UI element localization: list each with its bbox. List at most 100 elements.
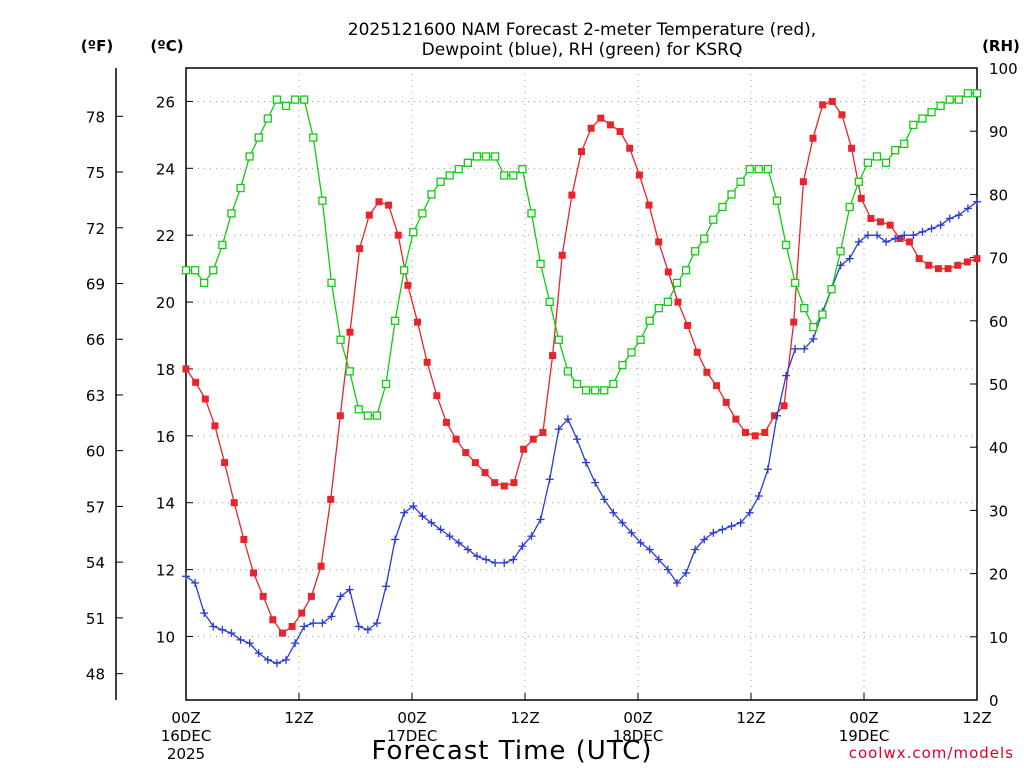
celsius-tick-label: 20	[156, 294, 175, 312]
series-point	[713, 382, 721, 390]
series-point	[828, 97, 836, 105]
series-point	[954, 95, 963, 104]
series-point	[600, 495, 609, 504]
series-point	[672, 578, 681, 587]
series-point	[963, 258, 971, 266]
series-point	[536, 259, 545, 269]
series-point	[182, 365, 190, 373]
series-point	[886, 221, 894, 229]
gridlines	[186, 68, 977, 700]
series-point	[452, 435, 460, 443]
series-point	[664, 268, 672, 276]
series-point	[945, 95, 954, 104]
series-point	[309, 619, 318, 628]
series-point	[491, 558, 500, 567]
rh-tick-label: 20	[989, 566, 1008, 584]
series-point	[307, 592, 315, 600]
series-point	[925, 261, 933, 269]
series-point	[909, 231, 918, 240]
series-point	[363, 625, 372, 634]
series-point	[732, 415, 740, 423]
series-point	[709, 215, 718, 224]
series-point	[209, 266, 218, 275]
series-point	[254, 649, 263, 658]
series-point	[454, 164, 463, 174]
series-point	[867, 214, 875, 222]
series-1	[182, 197, 981, 668]
series-point	[973, 255, 981, 263]
series-point	[254, 133, 263, 142]
series-point	[827, 285, 836, 294]
series-point	[672, 278, 682, 288]
series-point	[404, 281, 412, 289]
series-point	[372, 411, 382, 420]
rh-tick-label: 90	[989, 123, 1008, 141]
series-point	[934, 265, 942, 273]
fahrenheit-tick-label: 72	[86, 220, 105, 238]
x-tick-label: 12Z	[284, 709, 313, 727]
series-point	[298, 609, 306, 617]
series-point	[616, 128, 624, 136]
series-point	[973, 197, 981, 206]
series-point	[891, 234, 900, 243]
series-point	[363, 411, 372, 420]
series-point	[722, 398, 730, 406]
series-point	[201, 395, 209, 403]
series-point	[791, 344, 800, 353]
fahrenheit-tick-label: 75	[86, 164, 105, 182]
series-point	[409, 228, 418, 237]
x-date-label: 18DEC	[613, 727, 664, 745]
series-point	[263, 114, 272, 123]
series-point	[882, 237, 891, 246]
series-point	[600, 386, 609, 395]
series-point	[436, 177, 445, 186]
series-point	[278, 629, 286, 637]
celsius-unit-label: (ºC)	[150, 37, 183, 55]
series-point	[236, 183, 245, 193]
series-point	[442, 418, 450, 426]
x-axis-label: Forecast Time (UTC)	[371, 736, 652, 766]
series-point	[597, 114, 605, 122]
series-point	[591, 478, 600, 487]
series-point	[635, 171, 643, 179]
series-point	[536, 515, 545, 524]
fahrenheit-tick-label: 69	[86, 275, 105, 293]
series-point	[354, 405, 363, 414]
series-point	[427, 518, 436, 527]
series-point	[558, 251, 566, 259]
series-point	[819, 101, 827, 109]
series-point	[518, 164, 527, 174]
series-point	[918, 114, 927, 123]
series-point	[927, 224, 936, 233]
series-point	[799, 178, 807, 186]
series-point	[587, 124, 595, 132]
series-point	[900, 231, 909, 240]
series-point	[693, 348, 701, 356]
series-point	[423, 358, 431, 366]
series-point	[549, 352, 557, 360]
series-point	[645, 316, 654, 325]
series-point	[427, 190, 436, 199]
rh-tick-label: 80	[989, 186, 1008, 204]
series-point	[645, 201, 653, 209]
series-point	[854, 177, 863, 186]
series-point	[418, 512, 427, 521]
series-point	[582, 458, 591, 467]
series-point	[609, 379, 618, 389]
chart-title-line1: 2025121600 NAM Forecast 2-meter Temperat…	[348, 20, 816, 40]
series-point	[309, 133, 318, 142]
series-point	[545, 297, 554, 306]
series-point	[409, 502, 418, 511]
x-tick-label: 00Z	[623, 709, 652, 727]
series-point	[230, 499, 238, 507]
series-point	[482, 555, 491, 564]
plot-frame	[185, 67, 978, 701]
series-point	[909, 120, 918, 130]
series-point	[751, 432, 759, 440]
series-point	[300, 95, 309, 104]
series-point	[227, 209, 236, 218]
celsius-tick-label: 24	[156, 160, 175, 178]
series-point	[572, 435, 581, 444]
series-point	[700, 535, 709, 544]
